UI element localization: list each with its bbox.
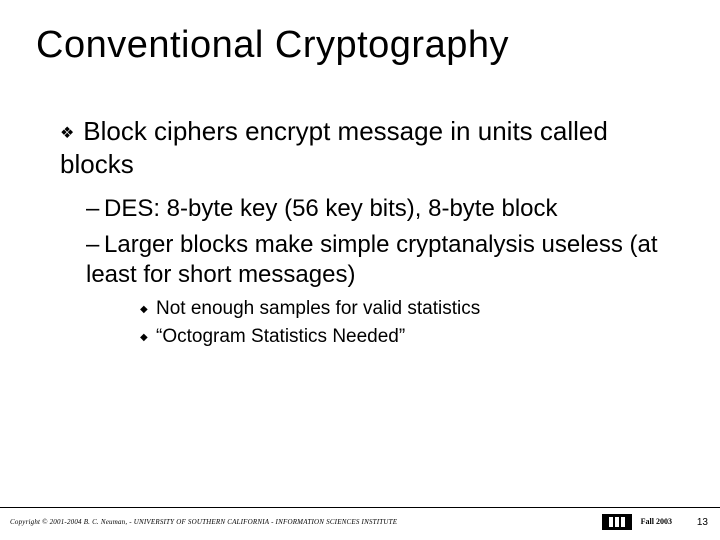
bullet-level2: –DES: 8-byte key (56 key bits), 8-byte b… bbox=[86, 194, 680, 224]
footer-divider bbox=[0, 507, 720, 508]
bullet-level3: ◆“Octogram Statistics Needed” bbox=[140, 324, 680, 350]
dash-bullet-icon: – bbox=[86, 194, 104, 224]
isi-logo-icon bbox=[602, 514, 632, 530]
footer-copyright: Copyright © 2001-2004 B. C. Neuman, - UN… bbox=[10, 518, 397, 526]
small-diamond-bullet-icon: ◆ bbox=[140, 303, 156, 317]
diamond-bullet-icon: ❖ bbox=[60, 124, 74, 144]
slide-body: ❖ Block ciphers encrypt message in units… bbox=[60, 115, 680, 349]
bullet-level2: –Larger blocks make simple cryptanalysis… bbox=[86, 230, 680, 290]
slide: Conventional Cryptography ❖ Block cipher… bbox=[0, 0, 720, 540]
sub-bullets: –DES: 8-byte key (56 key bits), 8-byte b… bbox=[86, 194, 680, 349]
page-number: 13 bbox=[697, 517, 708, 528]
dash-bullet-icon: – bbox=[86, 230, 104, 260]
small-diamond-bullet-icon: ◆ bbox=[140, 331, 156, 345]
sub-sub-bullets: ◆Not enough samples for valid statistics… bbox=[140, 296, 680, 349]
bullet-level1: ❖ Block ciphers encrypt message in units… bbox=[60, 115, 680, 180]
bullet-level3-text: “Octogram Statistics Needed” bbox=[156, 326, 405, 347]
bullet-level2-text: Larger blocks make simple cryptanalysis … bbox=[86, 231, 658, 288]
slide-title: Conventional Cryptography bbox=[36, 24, 509, 67]
bullet-level2-text: DES: 8-byte key (56 key bits), 8-byte bl… bbox=[104, 195, 558, 222]
bullet-level1-text: Block ciphers encrypt message in units c… bbox=[60, 116, 608, 179]
bullet-level3: ◆Not enough samples for valid statistics bbox=[140, 296, 680, 322]
bullet-level3-text: Not enough samples for valid statistics bbox=[156, 298, 480, 319]
footer-semester: Fall 2003 bbox=[641, 517, 672, 526]
